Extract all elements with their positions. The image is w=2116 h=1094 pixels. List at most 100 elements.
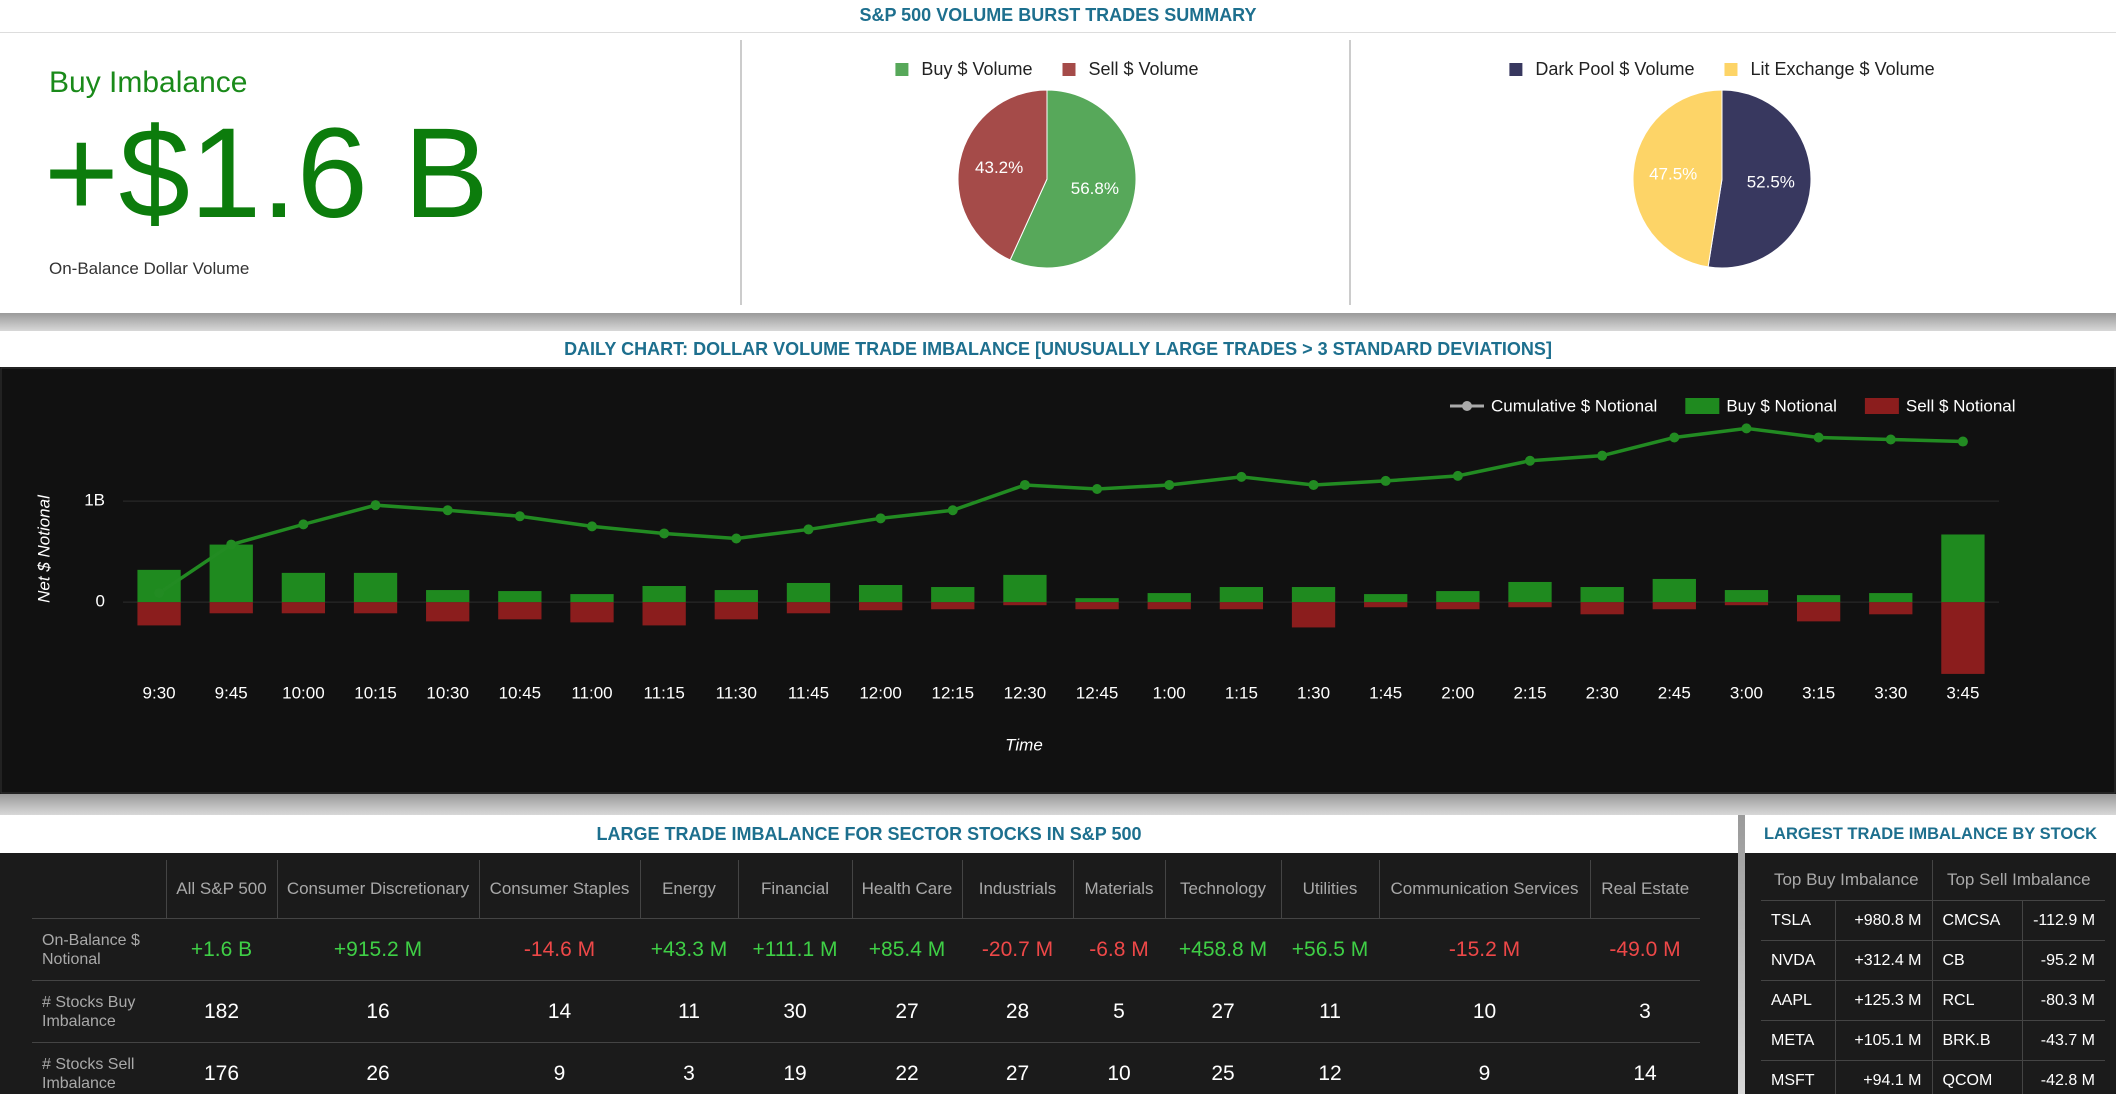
- row-label: On-Balance $ Notional: [32, 918, 166, 981]
- separator: [0, 313, 2116, 331]
- pie-slice: [1707, 89, 1812, 269]
- table-cell: 28: [962, 980, 1073, 1043]
- table-cell: 176: [166, 1042, 277, 1094]
- bar: [498, 591, 542, 603]
- bar: [858, 602, 903, 611]
- imbalance-value: -80.3 M: [2021, 980, 2106, 1021]
- line-point: [1525, 455, 1535, 466]
- line-point: [1236, 471, 1247, 482]
- table-cell: +56.5 M: [1281, 918, 1379, 981]
- table-cell: +458.8 M: [1165, 918, 1281, 981]
- x-tick-label: 11:30: [716, 683, 757, 702]
- x-tick-label: 2:30: [1586, 683, 1619, 702]
- bar: [786, 602, 831, 614]
- legend-label: Sell $ Volume: [1089, 59, 1199, 79]
- line-point: [1957, 436, 1968, 447]
- legend: Buy $ Volume Sell $ Volume: [895, 59, 1199, 79]
- x-tick-label: 10:00: [282, 683, 325, 702]
- x-tick-label: 10:15: [354, 683, 397, 702]
- x-tick-label: 1:30: [1297, 683, 1330, 702]
- legend-label: Buy $ Volume: [921, 59, 1032, 79]
- table-cell: 19: [738, 1042, 852, 1094]
- bar: [1219, 602, 1264, 610]
- y-tick-label: 0: [96, 592, 105, 611]
- kpi-caption: On-Balance Dollar Volume: [49, 259, 250, 278]
- slice-label: 43.2%: [975, 158, 1023, 177]
- bar: [1436, 591, 1480, 603]
- bar: [1003, 602, 1047, 606]
- x-tick-label: 1:45: [1369, 683, 1402, 702]
- slice-label: 47.5%: [1649, 165, 1697, 184]
- legend-swatch: [1864, 398, 1899, 414]
- table-cell: -49.0 M: [1590, 918, 1700, 981]
- bar: [858, 584, 903, 603]
- slice-label: 56.8%: [1071, 179, 1119, 198]
- bar: [1652, 578, 1696, 603]
- pie-slice: [1632, 89, 1723, 268]
- column-header: Top Buy Imbalance: [1773, 870, 1919, 889]
- bar: [1075, 602, 1119, 610]
- bar: [642, 602, 686, 626]
- bar: [1147, 593, 1191, 603]
- line-point: [947, 505, 958, 516]
- table-cell: 27: [1165, 980, 1281, 1043]
- line-point: [1164, 479, 1175, 490]
- column-header: All S&P 500: [165, 860, 277, 919]
- bar: [1796, 602, 1841, 622]
- imbalance-value: +94.1 M: [1834, 1060, 1932, 1094]
- x-tick-label: 3:30: [1874, 683, 1907, 702]
- legend-label: Sell $ Notional: [1906, 396, 2016, 415]
- line-point: [154, 588, 165, 599]
- ticker: RCL: [1931, 980, 2022, 1021]
- table-cell: 14: [479, 980, 640, 1043]
- bar: [1364, 594, 1408, 603]
- bar: [1580, 587, 1624, 603]
- x-tick-label: 1:15: [1225, 683, 1258, 702]
- bar: [281, 602, 326, 614]
- table-cell: +915.2 M: [277, 918, 479, 981]
- table-row: TSLA +980.8 M CMCSA -112.9 M: [1761, 900, 2106, 941]
- table-cell: 14: [1590, 1042, 1700, 1094]
- column-header: Materials: [1072, 860, 1165, 919]
- ticker: QCOM: [1931, 1060, 2022, 1094]
- ticker: CB: [1931, 940, 2022, 981]
- bar: [1869, 602, 1913, 615]
- legend-swatch: [1685, 398, 1720, 414]
- x-tick-label: 11:00: [571, 683, 612, 702]
- bar: [786, 582, 831, 603]
- bar: [1796, 595, 1841, 603]
- table-row: MSFT +94.1 M QCOM -42.8 M: [1761, 1060, 2106, 1094]
- table-row: META +105.1 M BRK.B -43.7 M: [1761, 1020, 2106, 1061]
- legend-label: Cumulative $ Notional: [1491, 396, 1657, 415]
- table-cell: 30: [738, 980, 852, 1043]
- stock-panel: Top Buy Imbalance Top Sell Imbalance TSLA…: [1745, 853, 2116, 1094]
- table-cell: -6.8 M: [1073, 918, 1165, 981]
- table-cell: 182: [166, 980, 277, 1043]
- page-title: S&P 500 VOLUME BURST TRADES SUMMARY: [0, 0, 2116, 33]
- bar: [1075, 598, 1119, 603]
- column-header: Consumer Discretionary: [276, 860, 479, 919]
- table-cell: +111.1 M: [738, 918, 852, 981]
- bar: [281, 572, 326, 603]
- table-cell: 22: [852, 1042, 962, 1094]
- bar: [1508, 602, 1552, 608]
- imbalance-value: +125.3 M: [1834, 980, 1932, 1021]
- corner-cell: [32, 860, 166, 919]
- x-tick-label: 9:30: [143, 683, 176, 702]
- stock-title: LARGEST TRADE IMBALANCE BY STOCK: [1763, 825, 2098, 843]
- column-header: Health Care: [851, 860, 962, 919]
- bar: [426, 602, 470, 622]
- table-cell: 3: [640, 1042, 738, 1094]
- x-tick-label: 3:15: [1802, 683, 1835, 702]
- column-header: Real Estate: [1589, 860, 1700, 919]
- x-tick-label: 10:30: [426, 683, 469, 702]
- table-cell: +43.3 M: [640, 918, 738, 981]
- pie-slice: [1009, 89, 1137, 269]
- table-cell: 3: [1590, 980, 1700, 1043]
- bar: [1508, 581, 1552, 603]
- ticker: AAPL: [1761, 980, 1835, 1021]
- line-point: [442, 505, 453, 516]
- imbalance-value: +980.8 M: [1834, 900, 1932, 941]
- legend-swatch: [1462, 401, 1472, 411]
